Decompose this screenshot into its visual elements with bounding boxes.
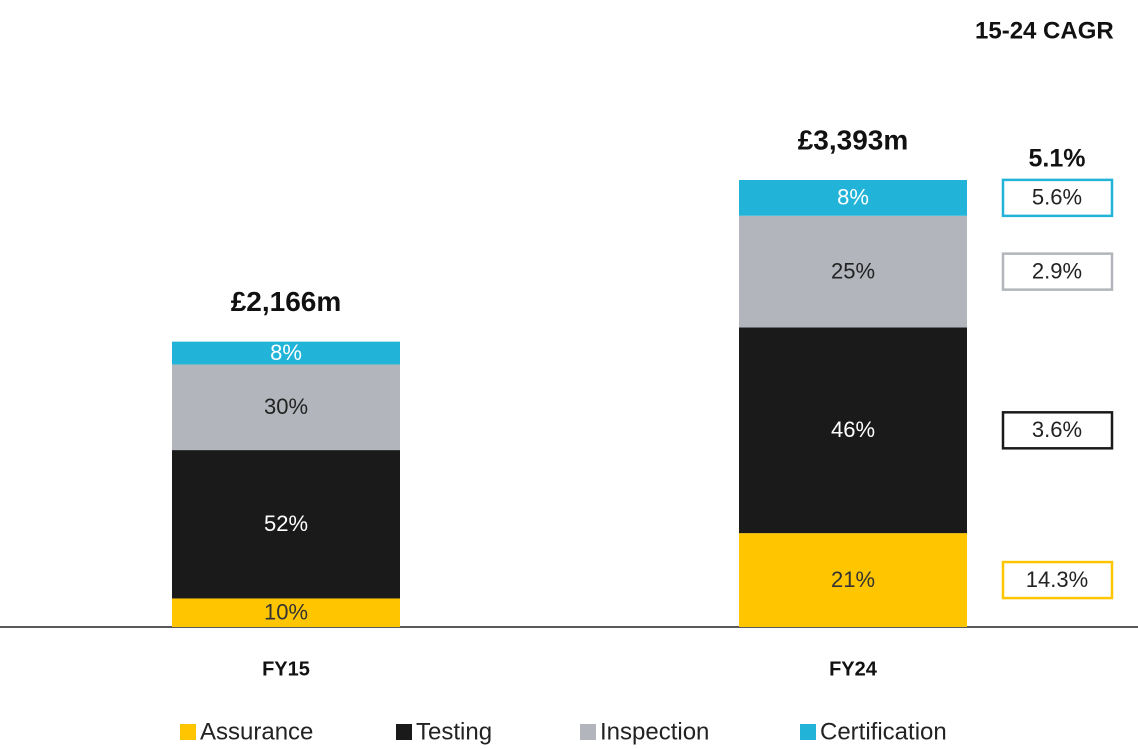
x-tick-label: FY15 — [262, 658, 310, 680]
legend-swatch — [580, 724, 596, 740]
segment-label: 30% — [264, 394, 308, 419]
segment-label: 8% — [837, 185, 869, 210]
segment-label: 8% — [270, 340, 302, 365]
bar-segment — [739, 327, 967, 534]
segment-label: 25% — [831, 258, 875, 283]
total-cagr: 5.1% — [1029, 145, 1086, 173]
bar-segment — [172, 450, 400, 599]
cagr-label: 5.6% — [1032, 185, 1082, 210]
cagr-title: 15-24 CAGR — [975, 17, 1114, 44]
bar-segment — [739, 180, 967, 216]
legend-label: Inspection — [600, 718, 709, 745]
segment-label: 10% — [264, 600, 308, 625]
cagr-label: 3.6% — [1032, 417, 1082, 442]
cagr-box — [1001, 178, 1114, 218]
cagr-box — [1001, 411, 1114, 450]
total-label: £3,393m — [798, 124, 909, 155]
total-label: £2,166m — [231, 286, 342, 317]
cagr-box — [1001, 560, 1114, 600]
legend-label: Testing — [416, 718, 492, 745]
segment-label: 46% — [831, 417, 875, 442]
bar-segment — [739, 533, 967, 627]
bar-segment — [172, 598, 400, 627]
legend-label: Assurance — [200, 718, 313, 745]
cagr-box — [1001, 252, 1114, 291]
legend-swatch — [800, 724, 816, 740]
legend-label: Certification — [820, 718, 947, 745]
x-tick-label: FY24 — [829, 658, 878, 680]
segment-label: 21% — [831, 567, 875, 592]
bar-segment — [739, 215, 967, 328]
bar-segment — [172, 341, 400, 365]
segment-label: 52% — [264, 511, 308, 536]
cagr-label: 14.3% — [1026, 567, 1088, 592]
legend-swatch — [396, 724, 412, 740]
cagr-label: 2.9% — [1032, 258, 1082, 283]
legend-swatch — [180, 724, 196, 740]
bar-segment — [172, 364, 400, 451]
